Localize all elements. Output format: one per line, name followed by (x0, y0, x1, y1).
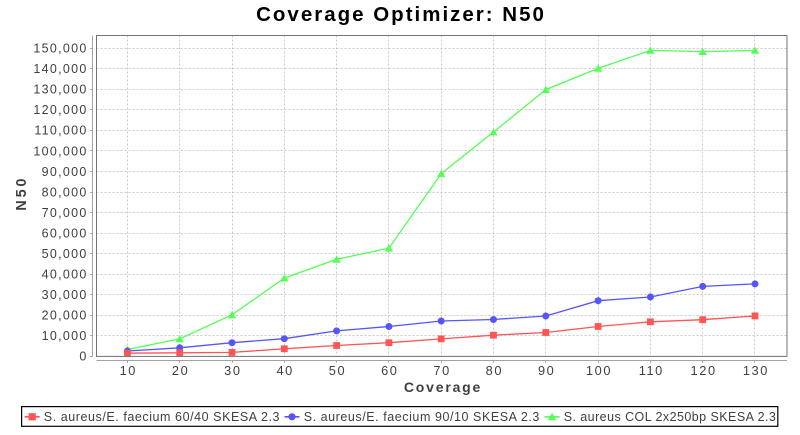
svg-text:60: 60 (381, 363, 398, 378)
svg-text:70: 70 (433, 363, 450, 378)
svg-text:100: 100 (586, 363, 612, 378)
svg-text:Coverage Optimizer: N50: Coverage Optimizer: N50 (256, 3, 546, 26)
svg-text:110: 110 (639, 363, 664, 378)
svg-text:Coverage: Coverage (404, 379, 482, 395)
svg-text:130,000: 130,000 (33, 83, 87, 97)
svg-text:120,000: 120,000 (33, 103, 87, 117)
svg-text:40,000: 40,000 (42, 268, 88, 282)
svg-text:90,000: 90,000 (42, 165, 88, 179)
svg-text:80: 80 (486, 363, 503, 378)
svg-text:S. aureus/E. faecium 90/10 SKE: S. aureus/E. faecium 90/10 SKESA 2.3 (304, 410, 540, 424)
svg-text:50,000: 50,000 (42, 247, 88, 261)
svg-text:110,000: 110,000 (34, 124, 87, 138)
svg-text:40: 40 (276, 363, 293, 378)
svg-text:S. aureus COL 2x250bp SKESA 2.: S. aureus COL 2x250bp SKESA 2.3 (564, 410, 777, 424)
svg-text:150,000: 150,000 (33, 42, 87, 56)
svg-text:20,000: 20,000 (42, 309, 88, 323)
svg-text:S. aureus/E. faecium 60/40 SKE: S. aureus/E. faecium 60/40 SKESA 2.3 (44, 410, 280, 424)
svg-text:140,000: 140,000 (33, 62, 87, 76)
svg-text:N50: N50 (14, 176, 30, 211)
svg-text:80,000: 80,000 (42, 185, 88, 199)
svg-text:120: 120 (691, 363, 717, 378)
svg-text:20: 20 (172, 363, 189, 378)
svg-text:60,000: 60,000 (42, 226, 88, 240)
svg-text:10: 10 (120, 363, 137, 378)
svg-text:70,000: 70,000 (42, 206, 88, 220)
svg-text:50: 50 (329, 363, 346, 378)
svg-text:30: 30 (224, 363, 241, 378)
svg-text:30,000: 30,000 (42, 288, 88, 302)
svg-text:10,000: 10,000 (42, 329, 88, 343)
svg-text:0: 0 (79, 350, 87, 364)
svg-text:130: 130 (743, 363, 769, 378)
svg-text:90: 90 (538, 363, 555, 378)
svg-text:100,000: 100,000 (33, 144, 87, 158)
